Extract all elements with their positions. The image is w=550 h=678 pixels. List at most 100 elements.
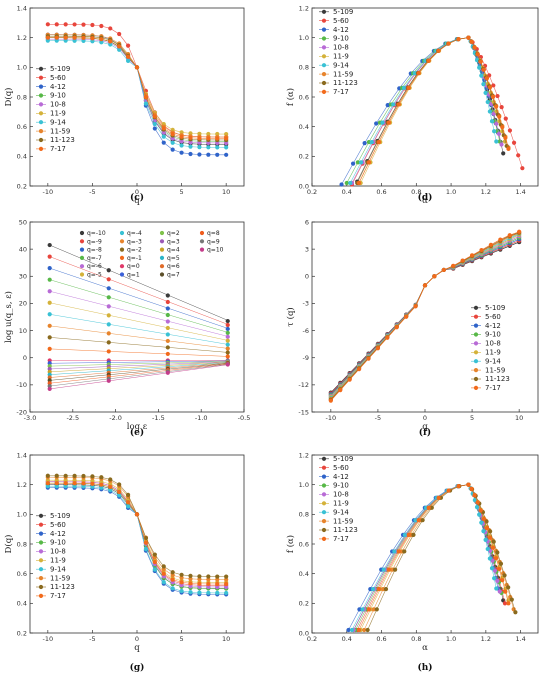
data-point-7-17	[413, 304, 418, 309]
x-tick-label: 1.4	[515, 188, 525, 196]
legend-label: q=-7	[87, 255, 102, 262]
data-point-11-9	[179, 130, 184, 135]
legend-label: q=-9	[87, 238, 102, 245]
y-tick-label: 1.2	[17, 34, 27, 42]
data-point-4-12	[357, 607, 362, 612]
panel-h: 0.2 0.4 0.6 0.8 1.0 1.2 1.40.00.20.40.60.81.01…	[285, 451, 539, 673]
legend-marker	[473, 341, 479, 346]
legend-marker	[199, 230, 205, 236]
data-point-7-17	[108, 484, 113, 489]
data-point-11-9	[72, 478, 77, 483]
x-tick-label: -1.5	[152, 414, 165, 422]
data-point-9-14	[360, 607, 365, 612]
legend-marker	[38, 513, 44, 518]
data-point-11-59	[170, 573, 175, 578]
panel-label: (f)	[419, 427, 431, 438]
legend-label: 7-17	[50, 592, 66, 600]
x-tick-label: 0.4	[342, 635, 352, 643]
fit-line-q10	[49, 364, 230, 390]
data-point-7-17	[81, 481, 86, 486]
data-point-7-17	[503, 589, 508, 594]
legend-label: 11-9	[333, 500, 349, 508]
y-axis-label: log u(q_s, ε)	[3, 291, 14, 343]
data-point-q-1	[47, 346, 52, 351]
x-tick-label: 1.0	[446, 635, 456, 643]
data-point-7-17	[469, 253, 475, 258]
y-tick-label: 1.0	[299, 481, 309, 489]
data-point-7-17	[179, 580, 184, 585]
data-point-9-14	[143, 547, 149, 552]
data-point-11-9	[188, 131, 193, 136]
legend-label: 9-14	[50, 118, 66, 126]
legend-marker	[473, 385, 479, 390]
data-point-9-14	[170, 586, 175, 591]
data-point-9-14	[391, 102, 396, 107]
data-point-9-14	[401, 85, 407, 90]
legend-label: 9-14	[50, 565, 66, 573]
data-point-7-17	[99, 482, 104, 487]
data-point-9-14	[152, 121, 157, 127]
series-line-11-59	[47, 34, 227, 138]
x-axis-label: log ε	[127, 422, 148, 432]
data-point-9-14	[392, 549, 397, 554]
panel-e: -3.0 -2.5 -2.0 -1.5 -1.0 -0.5 -20 -10 0 10 20 30 40 5…	[3, 218, 250, 438]
legend-marker	[199, 247, 205, 252]
data-point-9-14	[224, 145, 229, 150]
data-point-7-17	[376, 586, 381, 592]
data-point-7-17	[152, 559, 157, 565]
data-point-11-123	[63, 473, 68, 478]
legend-marker	[119, 272, 125, 277]
data-point-5-60	[507, 128, 513, 133]
legend-label: q=2	[167, 230, 180, 237]
y-axis-label: D(q)	[3, 535, 14, 554]
y-tick-label: 0.4	[17, 600, 27, 608]
legend-label: 11-123	[333, 79, 358, 87]
data-point-q-4	[47, 312, 52, 317]
data-point-9-14	[170, 140, 175, 145]
data-point-7-17	[500, 578, 505, 583]
legend-marker	[38, 102, 44, 107]
data-point-q-1	[106, 349, 111, 354]
y-tick-label: 20	[19, 300, 27, 308]
data-point-9-14	[413, 518, 418, 523]
legend-marker	[473, 323, 479, 328]
fit-line-q3	[49, 361, 230, 370]
data-point-7-17	[436, 48, 441, 53]
legend-label: q=-3	[127, 238, 142, 245]
legend-label: 4-12	[333, 26, 349, 34]
legend-label: 7-17	[333, 535, 349, 543]
series-line-11-9	[360, 484, 509, 631]
legend-marker	[321, 519, 327, 524]
data-point-7-17	[117, 44, 122, 49]
series-line-11-9	[47, 479, 227, 583]
data-point-9-14	[485, 546, 490, 552]
data-point-7-17	[45, 35, 50, 40]
legend-marker	[473, 350, 479, 355]
data-point-7-17	[152, 114, 157, 119]
x-axis-label: α	[422, 643, 428, 653]
data-point-5-60	[81, 22, 86, 27]
data-point-10-8	[494, 121, 499, 126]
legend-label: 5-109	[50, 65, 70, 73]
legend-label: 9-14	[333, 508, 349, 516]
data-point-9-14	[54, 38, 59, 43]
x-tick-label: -10	[43, 635, 54, 643]
data-point-11-59	[362, 627, 367, 633]
data-point-11-123	[179, 572, 184, 577]
data-point-7-17	[416, 71, 421, 76]
data-point-9-14	[72, 38, 77, 43]
legend-label: q=-2	[127, 247, 142, 254]
data-point-11-9	[54, 478, 59, 483]
y-axis-label: D(q)	[3, 88, 14, 107]
data-point-4-12	[170, 147, 175, 152]
legend-label: 5-60	[50, 521, 66, 529]
y-tick-label: -12	[298, 381, 309, 389]
data-point-11-9	[90, 478, 95, 483]
legend-label: 11-123	[50, 136, 75, 144]
data-point-q-3	[106, 331, 111, 336]
legend-marker	[159, 239, 165, 244]
data-point-q-5	[165, 325, 170, 331]
y-tick-label: 1.4	[17, 451, 27, 459]
data-point-9-14	[481, 82, 486, 87]
data-point-q10	[165, 370, 170, 375]
